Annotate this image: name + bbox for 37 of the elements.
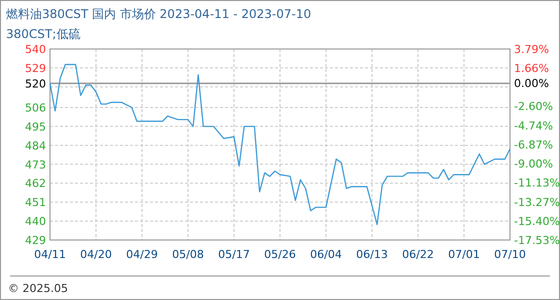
x-tick-label: 06/22: [402, 248, 434, 261]
y-tick-label: 495: [25, 120, 46, 134]
y2-tick-label: -2.60%: [514, 100, 553, 114]
x-tick-label: 07/01: [448, 248, 480, 261]
y2-tick-label: -15.40%: [514, 214, 560, 228]
x-tick-label: 04/20: [80, 248, 112, 261]
x-tick-label: 07/10: [494, 248, 526, 261]
line-series: [49, 64, 511, 226]
y2-tick-label: 0.00%: [514, 76, 549, 90]
chart-title: 燃料油380CST 国内 市场价 2023-04-11 - 2023-07-10: [6, 7, 312, 21]
x-tick-label: 04/11: [34, 248, 66, 261]
x-tick-label: 06/13: [356, 248, 388, 261]
y-tick-label: 529: [25, 62, 46, 75]
x-tick-label: 05/08: [172, 248, 204, 261]
x-tick-label: 05/26: [264, 248, 296, 261]
y-tick-label: 462: [25, 177, 46, 190]
y2-tick-label: -11.13%: [514, 176, 560, 190]
x-tick-label: 06/04: [310, 248, 342, 261]
y-tick-label: 473: [25, 158, 46, 172]
y-tick-label: 440: [25, 215, 46, 228]
y-tick-label: 520: [25, 77, 46, 90]
y-tick-label: 540: [25, 43, 46, 56]
y2-tick-label: 1.66%: [514, 62, 549, 76]
chart-subtitle: 380CST;低硫: [6, 27, 80, 41]
y2-tick-label: 3.79%: [514, 43, 549, 56]
y-tick-label: 429: [25, 234, 46, 247]
y-tick-label: 451: [25, 196, 46, 210]
y2-tick-label: -17.53%: [514, 234, 560, 247]
y2-tick-label: -9.00%: [514, 158, 553, 171]
x-tick-label: 04/29: [126, 248, 158, 261]
y2-tick-label: -13.27%: [514, 196, 560, 209]
text: © 2025.05: [8, 282, 68, 295]
y-tick-label: 506: [25, 102, 46, 115]
y-tick-label: 484: [25, 139, 46, 152]
y2-tick-label: -4.74%: [514, 119, 553, 132]
y2-tick-label: -6.87%: [514, 138, 553, 152]
x-tick-label: 05/17: [218, 248, 250, 261]
